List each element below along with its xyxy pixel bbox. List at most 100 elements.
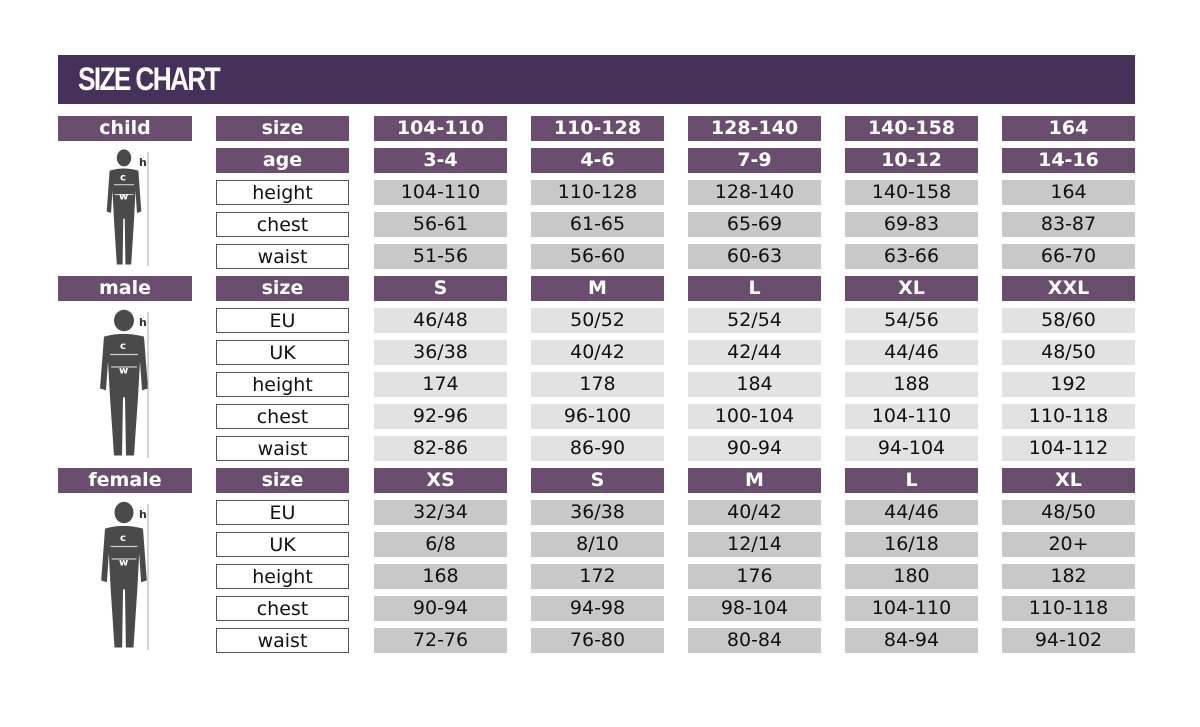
child-body-figure-icon: h c w [106, 149, 149, 266]
chest-label: c [120, 533, 126, 544]
data-cell: 6/8 [374, 532, 507, 557]
data-cell: 52/54 [688, 308, 821, 333]
row-label-uk: UK [216, 532, 349, 557]
data-cell: 172 [531, 564, 664, 589]
data-cell: 82-86 [374, 436, 507, 461]
row-label-size: size [216, 276, 349, 301]
data-cell: 168 [374, 564, 507, 589]
data-cell: 94-102 [1002, 628, 1135, 653]
data-cell: 69-83 [845, 212, 978, 237]
chest-label: c [120, 341, 126, 352]
data-cell: 90-94 [688, 436, 821, 461]
data-cell: 104-112 [1002, 436, 1135, 461]
header-cell: 3-4 [374, 148, 507, 173]
data-cell: 48/50 [1002, 340, 1135, 365]
header-cell: 7-9 [688, 148, 821, 173]
data-cell: 20+ [1002, 532, 1135, 557]
header-cell: 128-140 [688, 116, 821, 141]
data-cell: 72-76 [374, 628, 507, 653]
row-label-height: height [216, 564, 349, 589]
data-cell: 66-70 [1002, 244, 1135, 269]
data-cell: 80-84 [688, 628, 821, 653]
waist-label: w [119, 365, 128, 376]
section-label-female: female [58, 468, 192, 493]
data-cell: 188 [845, 372, 978, 397]
row-label-size: size [216, 468, 349, 493]
section-label-male: male [58, 276, 192, 301]
waist-label: w [119, 192, 128, 203]
row-label-waist: waist [216, 244, 349, 269]
data-cell: 92-96 [374, 404, 507, 429]
data-cell: 184 [688, 372, 821, 397]
header-cell: 104-110 [374, 116, 507, 141]
page-title: SIZE CHART [78, 61, 221, 97]
section-label-child: child [58, 116, 192, 141]
data-cell: 94-98 [531, 596, 664, 621]
waist-label: w [119, 557, 128, 568]
data-cell: 8/10 [531, 532, 664, 557]
header-cell: L [688, 276, 821, 301]
data-cell: 84-94 [845, 628, 978, 653]
data-cell: 60-63 [688, 244, 821, 269]
data-cell: 58/60 [1002, 308, 1135, 333]
data-cell: 40/42 [531, 340, 664, 365]
data-cell: 32/34 [374, 500, 507, 525]
data-cell: 164 [1002, 180, 1135, 205]
data-cell: 104-110 [845, 404, 978, 429]
data-cell: 104-110 [845, 596, 978, 621]
header-cell: S [374, 276, 507, 301]
data-cell: 16/18 [845, 532, 978, 557]
header-cell: S [531, 468, 664, 493]
header-cell: XS [374, 468, 507, 493]
data-cell: 12/14 [688, 532, 821, 557]
data-cell: 94-104 [845, 436, 978, 461]
row-label-uk: UK [216, 340, 349, 365]
data-cell: 56-60 [531, 244, 664, 269]
data-cell: 65-69 [688, 212, 821, 237]
header-cell: M [531, 276, 664, 301]
data-cell: 63-66 [845, 244, 978, 269]
data-cell: 86-90 [531, 436, 664, 461]
row-label-eu: EU [216, 500, 349, 525]
chest-label: c [120, 172, 126, 183]
header-cell: XL [1002, 468, 1135, 493]
row-label-chest: chest [216, 404, 349, 429]
data-cell: 110-118 [1002, 404, 1135, 429]
data-cell: 182 [1002, 564, 1135, 589]
data-cell: 61-65 [531, 212, 664, 237]
header-cell: M [688, 468, 821, 493]
data-cell: 110-118 [1002, 596, 1135, 621]
row-label-age: age [216, 148, 349, 173]
data-cell: 176 [688, 564, 821, 589]
data-cell: 76-80 [531, 628, 664, 653]
data-cell: 44/46 [845, 500, 978, 525]
data-cell: 54/56 [845, 308, 978, 333]
header-cell: 140-158 [845, 116, 978, 141]
data-cell: 100-104 [688, 404, 821, 429]
data-cell: 40/42 [688, 500, 821, 525]
data-cell: 48/50 [1002, 500, 1135, 525]
male-body-figure-icon: h c w [100, 309, 149, 458]
data-cell: 192 [1002, 372, 1135, 397]
height-label: h [139, 316, 147, 329]
data-cell: 140-158 [845, 180, 978, 205]
data-cell: 50/52 [531, 308, 664, 333]
header-cell: 110-128 [531, 116, 664, 141]
data-cell: 174 [374, 372, 507, 397]
data-cell: 90-94 [374, 596, 507, 621]
size-chart-header: SIZE CHART [58, 55, 1135, 104]
height-label: h [139, 508, 147, 521]
data-cell: 178 [531, 372, 664, 397]
header-cell: XXL [1002, 276, 1135, 301]
header-cell: 164 [1002, 116, 1135, 141]
row-label-height: height [216, 372, 349, 397]
data-cell: 51-56 [374, 244, 507, 269]
data-cell: 128-140 [688, 180, 821, 205]
data-cell: 36/38 [531, 500, 664, 525]
data-cell: 46/48 [374, 308, 507, 333]
data-cell: 56-61 [374, 212, 507, 237]
data-cell: 180 [845, 564, 978, 589]
female-body-figure-icon: h c w [101, 501, 149, 650]
data-cell: 36/38 [374, 340, 507, 365]
row-label-chest: chest [216, 596, 349, 621]
